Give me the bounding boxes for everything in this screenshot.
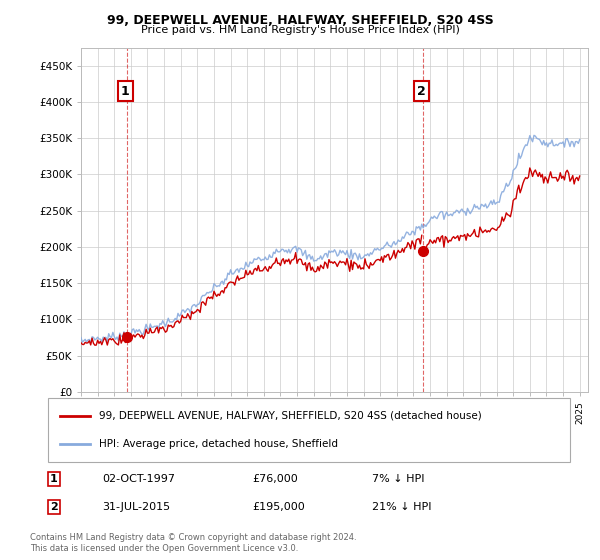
Text: 21% ↓ HPI: 21% ↓ HPI xyxy=(372,502,431,512)
Text: £76,000: £76,000 xyxy=(252,474,298,484)
Text: 2: 2 xyxy=(417,85,426,97)
Text: HPI: Average price, detached house, Sheffield: HPI: Average price, detached house, Shef… xyxy=(99,439,338,449)
Text: £195,000: £195,000 xyxy=(252,502,305,512)
Text: 99, DEEPWELL AVENUE, HALFWAY, SHEFFIELD, S20 4SS (detached house): 99, DEEPWELL AVENUE, HALFWAY, SHEFFIELD,… xyxy=(99,410,482,421)
Text: 1: 1 xyxy=(50,474,58,484)
Text: 02-OCT-1997: 02-OCT-1997 xyxy=(102,474,175,484)
Text: Price paid vs. HM Land Registry's House Price Index (HPI): Price paid vs. HM Land Registry's House … xyxy=(140,25,460,35)
Text: 31-JUL-2015: 31-JUL-2015 xyxy=(102,502,170,512)
Text: 7% ↓ HPI: 7% ↓ HPI xyxy=(372,474,425,484)
Text: 2: 2 xyxy=(50,502,58,512)
Text: 99, DEEPWELL AVENUE, HALFWAY, SHEFFIELD, S20 4SS: 99, DEEPWELL AVENUE, HALFWAY, SHEFFIELD,… xyxy=(107,14,493,27)
Text: Contains HM Land Registry data © Crown copyright and database right 2024.
This d: Contains HM Land Registry data © Crown c… xyxy=(30,533,356,553)
Text: 1: 1 xyxy=(121,85,130,97)
